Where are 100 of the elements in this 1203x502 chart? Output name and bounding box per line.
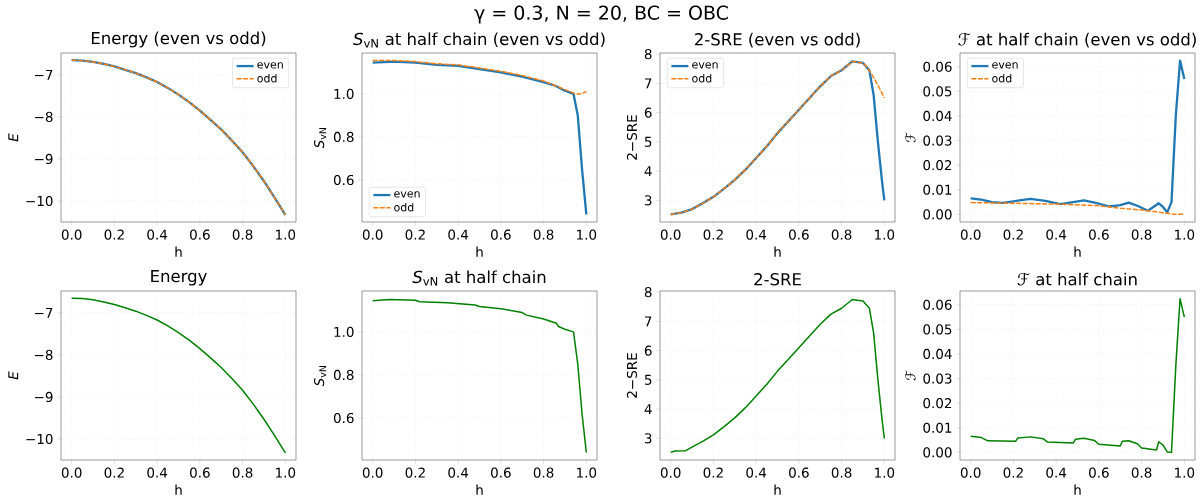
x-tick-label: 0.2 [104,229,124,240]
x-tick-label: 0.8 [1131,467,1152,478]
legend-label: odd [992,73,1012,83]
x-axis-title: h [1074,246,1081,257]
x-tick-label: 0.2 [405,467,425,478]
chart-title: Energy (even vs odd) [91,31,266,48]
x-tick-label: 0.4 [147,467,168,478]
legend-label: even [992,62,1018,69]
legend-label: even [692,62,718,69]
x-tick-label: 0.0 [960,229,981,240]
x-tick-label: 1.0 [276,467,296,478]
x-tick-label: 0.6 [190,467,210,478]
y-tick-label: 8 [644,49,652,60]
x-tick-label: 0.6 [789,467,809,478]
y-tick-label: −9 [35,153,53,165]
y-tick-label: 0.06 [923,299,952,310]
x-tick-label: 0.4 [746,229,767,240]
x-tick-label: 0.6 [1089,467,1109,478]
x-tick-label: 0.0 [660,229,681,240]
x-tick-label: 0.0 [61,229,82,240]
x-axis-title: h [476,246,483,257]
y-tick-label: 0.00 [923,447,952,458]
y-tick-label: 0.6 [333,412,354,424]
y-tick-label: 4 [644,166,652,177]
x-tick-label: 0.8 [533,229,554,240]
x-tick-label: 1.0 [1175,229,1195,240]
y-tick-label: 8 [644,287,652,298]
line-series [969,201,1186,216]
x-tick-label: 0.4 [448,467,469,478]
legend-label: even [394,191,420,198]
line-series [969,59,1186,214]
x-tick-label: 0.0 [61,467,82,478]
y-tick-label: −9 [35,391,53,403]
legend-label: odd [394,202,414,212]
y-tick-label: 0.06 [923,61,952,72]
x-tick-label: 0.2 [703,229,723,240]
x-tick-label: 0.8 [533,467,554,478]
y-tick-label: 1.0 [334,326,354,337]
x-tick-label: 0.0 [660,467,681,478]
legend-label: odd [692,73,712,83]
y-tick-label: 5 [644,374,652,385]
y-tick-label: 0.01 [923,184,952,195]
chart-title: Energy [151,270,207,286]
x-axis-title: h [175,246,182,257]
x-tick-label: 0.0 [960,467,981,478]
y-tick-label: 0.04 [923,348,952,360]
y-tick-label: 5 [644,136,652,147]
y-axis-title: S$_{vN}$ [314,366,327,387]
x-tick-label: 0.2 [1003,467,1023,478]
line-series [969,297,1186,454]
x-tick-label: 0.0 [362,229,383,240]
x-tick-label: 0.0 [362,467,383,478]
y-tick-label: 0.8 [333,131,354,143]
chart-title: 2-SRE (even vs odd) [695,32,860,48]
x-tick-label: 0.2 [405,229,425,240]
y-axis-title: ℱ [905,370,916,381]
y-tick-label: 0.00 [923,209,952,220]
y-tick-label: 0.04 [923,110,952,122]
y-tick-label: 0.02 [923,160,952,171]
y-tick-label: 0.6 [333,174,354,186]
legend-label: even [257,62,283,69]
legend-label: odd [257,73,277,83]
x-tick-label: 0.4 [746,467,767,478]
y-tick-label: 0.03 [923,373,952,384]
x-tick-label: 0.2 [1003,229,1023,240]
y-axis-title: ℱ [905,132,916,143]
x-tick-label: 0.4 [1046,467,1067,478]
y-tick-label: 0.05 [923,324,952,335]
chart-title: 2-SRE [754,273,801,286]
x-tick-label: 0.6 [491,229,511,240]
x-tick-label: 1.0 [577,467,597,478]
y-tick-label: 4 [644,404,652,415]
y-tick-label: 0.03 [923,135,952,146]
text: γ = 0.3, N = 20, BC = OBC [474,5,728,24]
y-tick-label: 7 [645,78,652,89]
x-tick-label: 0.6 [1089,229,1109,240]
y-tick-label: 6 [644,107,652,118]
x-tick-label: 0.6 [789,229,809,240]
y-tick-label: 0.05 [923,86,952,97]
y-axis-title: E [8,371,19,380]
x-tick-label: 0.8 [232,467,253,478]
y-tick-label: −10 [26,195,53,207]
y-tick-label: 3 [644,433,652,444]
y-tick-label: 0.8 [333,369,354,381]
x-tick-label: 0.6 [190,229,210,240]
y-tick-label: −7 [35,307,53,318]
y-tick-label: −8 [35,111,53,122]
y-tick-label: 3 [644,195,652,206]
x-tick-label: 0.2 [703,467,723,478]
x-tick-label: 0.8 [1131,229,1152,240]
chart-title: S$_{vN}$ at half chain [412,270,546,286]
x-axis-title: h [1074,484,1081,495]
x-axis-title: h [774,484,781,495]
x-axis-title: h [774,246,781,257]
x-tick-label: 0.4 [1046,229,1067,240]
y-tick-label: −8 [35,349,53,360]
x-tick-label: 1.0 [577,229,597,240]
y-tick-label: 6 [644,345,652,356]
x-tick-label: 0.4 [147,229,168,240]
y-tick-label: −7 [35,69,53,80]
